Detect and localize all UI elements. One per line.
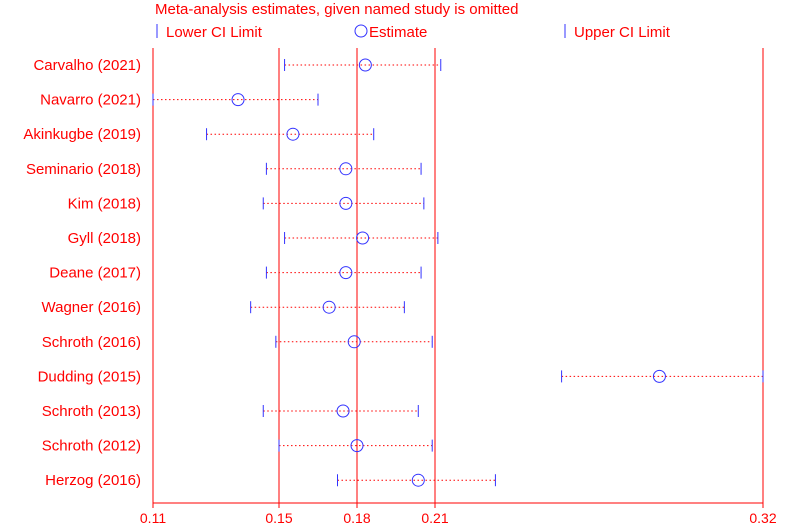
study-label-2: Akinkugbe (2019) xyxy=(23,126,141,143)
legend-estimate-marker xyxy=(354,24,368,38)
plot-area: 0.11 0.15 0.18 0.21 0.32 Carvalho (2021) Navar… xyxy=(23,48,777,526)
study-label-3: Seminario (2018) xyxy=(26,161,141,178)
x-tick-label-3: 0.21 xyxy=(421,510,448,526)
estimate-marker-5 xyxy=(356,231,370,245)
study-label-11: Schroth (2012) xyxy=(42,438,141,455)
estimate-marker-12 xyxy=(411,473,425,487)
study-label-0: Carvalho (2021) xyxy=(33,57,141,74)
study-label-8: Schroth (2016) xyxy=(42,334,141,351)
estimate-marker-3 xyxy=(339,162,353,176)
x-tick-label-2: 0.18 xyxy=(343,510,370,526)
study-label-10: Schroth (2013) xyxy=(42,403,141,420)
legend-upper-ci-label: Upper CI Limit xyxy=(574,24,671,41)
chart-title: Meta-analysis estimates, given named stu… xyxy=(155,1,519,18)
legend: Lower CI Limit Estimate Upper CI Limit xyxy=(156,24,671,41)
study-label-12: Herzog (2016) xyxy=(45,472,141,489)
estimate-marker-0 xyxy=(358,58,372,72)
x-tick-label-1: 0.15 xyxy=(265,510,292,526)
estimate-marker-9 xyxy=(652,369,666,383)
estimate-marker-1 xyxy=(231,93,245,107)
study-label-7: Wagner (2016) xyxy=(42,299,142,316)
estimate-marker-11 xyxy=(350,439,364,453)
estimate-marker-2 xyxy=(286,127,300,141)
estimate-marker-4 xyxy=(339,196,353,210)
estimate-marker-10 xyxy=(336,404,350,418)
x-tick-label-4: 0.32 xyxy=(749,510,776,526)
legend-estimate-label: Estimate xyxy=(369,24,427,41)
estimate-marker-7 xyxy=(322,300,336,314)
legend-lower-ci-label: Lower CI Limit xyxy=(166,24,263,41)
study-label-9: Dudding (2015) xyxy=(38,368,141,385)
study-label-5: Gyll (2018) xyxy=(68,230,141,247)
study-label-1: Navarro (2021) xyxy=(40,92,141,109)
estimate-marker-8 xyxy=(347,335,361,349)
estimate-marker-6 xyxy=(339,266,353,280)
x-tick-label-0: 0.11 xyxy=(140,510,166,526)
study-label-6: Deane (2017) xyxy=(49,265,141,282)
study-label-4: Kim (2018) xyxy=(68,195,141,212)
